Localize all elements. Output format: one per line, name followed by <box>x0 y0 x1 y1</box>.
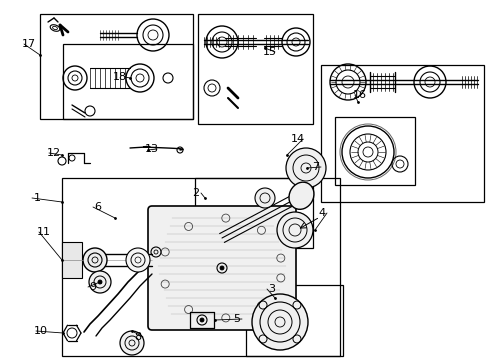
Bar <box>62 178 339 356</box>
Circle shape <box>83 248 107 272</box>
Text: 18: 18 <box>113 72 127 82</box>
Text: 1: 1 <box>34 193 41 203</box>
Text: 13: 13 <box>145 144 159 154</box>
Circle shape <box>98 280 102 284</box>
Bar <box>320 65 483 202</box>
Text: 17: 17 <box>22 39 36 49</box>
FancyBboxPatch shape <box>148 206 295 330</box>
Circle shape <box>276 212 312 248</box>
Text: 16: 16 <box>352 90 366 100</box>
Circle shape <box>254 188 274 208</box>
Text: 11: 11 <box>37 227 51 237</box>
Text: 2: 2 <box>192 188 199 198</box>
Circle shape <box>89 271 111 293</box>
Bar <box>63 44 193 119</box>
Bar <box>195 178 312 248</box>
Text: 4: 4 <box>318 208 325 218</box>
Circle shape <box>220 266 224 270</box>
Circle shape <box>120 331 143 355</box>
Text: 5: 5 <box>233 314 240 324</box>
Circle shape <box>200 318 203 322</box>
Bar <box>245 285 342 356</box>
Text: 3: 3 <box>268 284 275 294</box>
Bar <box>40 14 193 119</box>
Bar <box>62 242 82 278</box>
Text: 8: 8 <box>134 332 141 342</box>
Circle shape <box>285 148 325 188</box>
Bar <box>198 14 312 124</box>
Circle shape <box>251 294 307 350</box>
Text: 6: 6 <box>94 202 102 212</box>
Text: 9: 9 <box>89 282 96 292</box>
Circle shape <box>126 248 150 272</box>
Ellipse shape <box>288 182 313 209</box>
Text: 7: 7 <box>312 162 319 172</box>
Text: 12: 12 <box>47 148 61 158</box>
Text: 14: 14 <box>290 134 305 144</box>
Text: 10: 10 <box>34 326 48 336</box>
Bar <box>334 117 414 185</box>
Text: 15: 15 <box>263 47 276 57</box>
